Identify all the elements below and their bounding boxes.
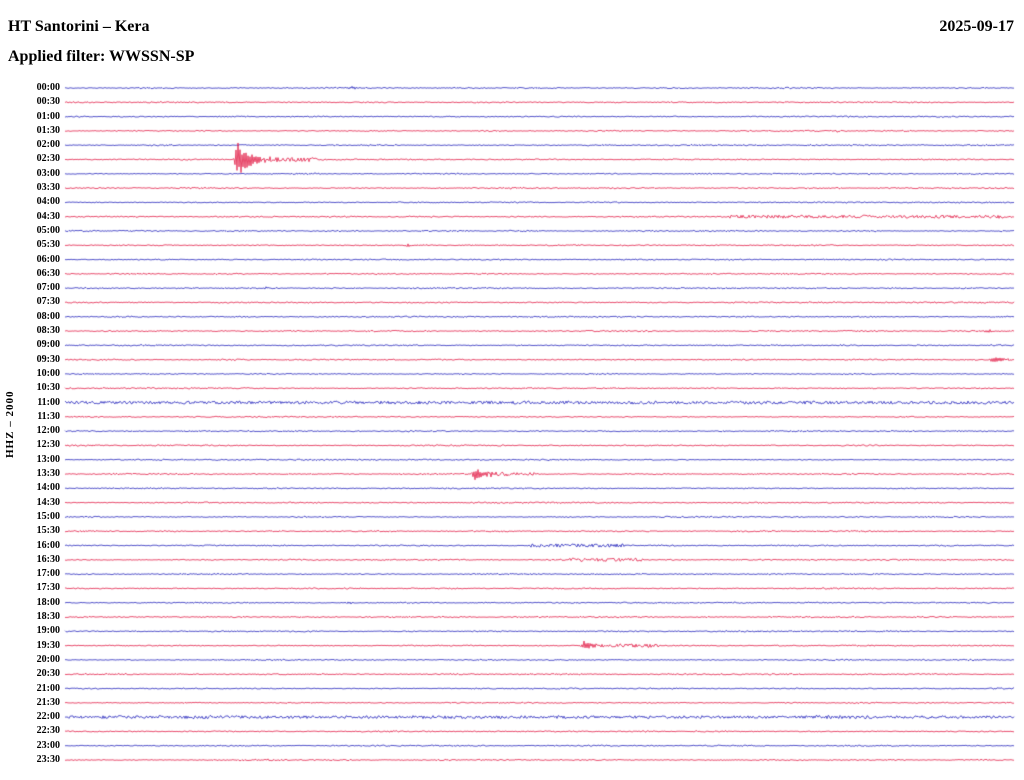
seismogram-canvas (0, 0, 1024, 780)
helicorder-page: { "header": { "title": "HT Santorini – K… (0, 0, 1024, 780)
